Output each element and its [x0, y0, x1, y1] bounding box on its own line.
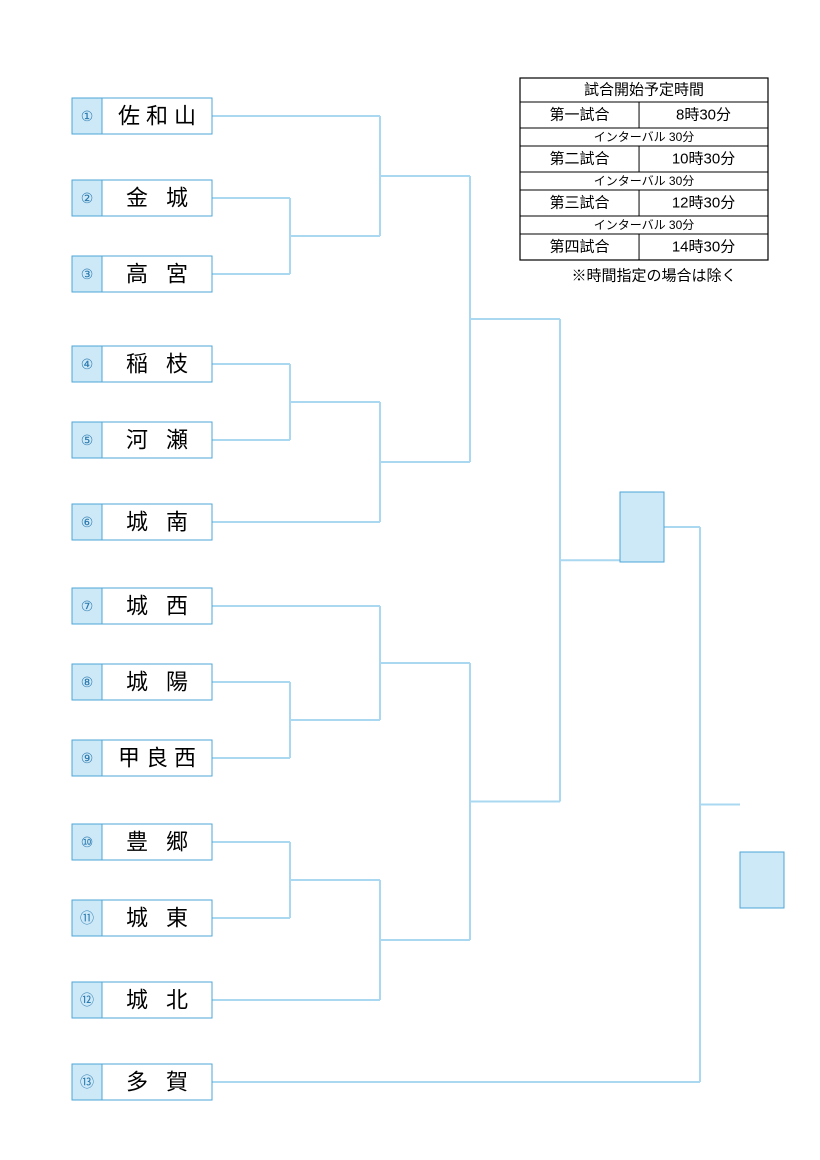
schedule-table: [520, 78, 768, 260]
schedule-match-time-4: 12時30分: [672, 195, 735, 212]
schedule-interval-5: インターバル 30分: [594, 218, 695, 232]
team-name-13: 多 賀: [126, 1070, 194, 1095]
seed-number-12: ⑫: [80, 992, 94, 1008]
seed-number-13: ⑬: [80, 1074, 94, 1090]
team-name-11: 城 東: [126, 906, 194, 931]
team-name-6: 城 南: [126, 510, 194, 535]
seed-number-4: ④: [81, 356, 94, 372]
seed-number-10: ⑩: [81, 834, 94, 850]
seed-number-2: ②: [81, 190, 94, 206]
schedule-match-time-0: 8時30分: [676, 107, 731, 124]
team-name-10: 豊 郷: [126, 830, 194, 855]
seed-number-11: ⑪: [80, 910, 94, 926]
schedule-title: 試合開始予定時間: [584, 82, 704, 99]
team-name-8: 城 陽: [126, 670, 194, 695]
team-name-7: 城 西: [126, 594, 194, 619]
team-name-2: 金 城: [126, 186, 194, 211]
schedule-match-label-6: 第四試合: [550, 238, 610, 256]
team-name-12: 城 北: [126, 988, 194, 1013]
team-name-5: 河 瀬: [126, 428, 194, 453]
schedule-match-time-2: 10時30分: [672, 151, 735, 168]
schedule-note: ※時間指定の場合は除く: [571, 268, 736, 285]
schedule-match-label-4: 第三試合: [550, 194, 610, 212]
schedule-match-label-2: 第二試合: [550, 150, 610, 168]
team-name-1: 佐和山: [118, 104, 202, 129]
seed-number-5: ⑤: [81, 432, 94, 448]
seed-number-9: ⑨: [81, 750, 94, 766]
winner-box-2: [740, 852, 784, 908]
schedule-match-time-6: 14時30分: [672, 239, 735, 256]
winner-box-1: [620, 492, 664, 562]
schedule-match-label-0: 第一試合: [550, 106, 610, 124]
team-name-4: 稲 枝: [126, 352, 194, 377]
tournament-bracket: ① 佐和山 ② 金 城 ③ 高 宮 ④ 稲 枝 ⑤ 河 瀬 ⑥ 城 南 ⑦ 城 西 ⑧ 城 陽 ⑨ 甲良西 ⑩ 豊 郷…: [0, 0, 820, 1160]
team-name-3: 高 宮: [126, 262, 194, 287]
schedule-interval-3: インターバル 30分: [594, 174, 695, 188]
schedule-interval-1: インターバル 30分: [594, 130, 695, 144]
team-name-9: 甲良西: [118, 746, 202, 771]
seed-number-6: ⑥: [81, 514, 94, 530]
seed-number-8: ⑧: [81, 674, 94, 690]
seed-number-3: ③: [81, 266, 94, 282]
seed-number-1: ①: [81, 108, 94, 124]
seed-number-7: ⑦: [81, 598, 94, 614]
